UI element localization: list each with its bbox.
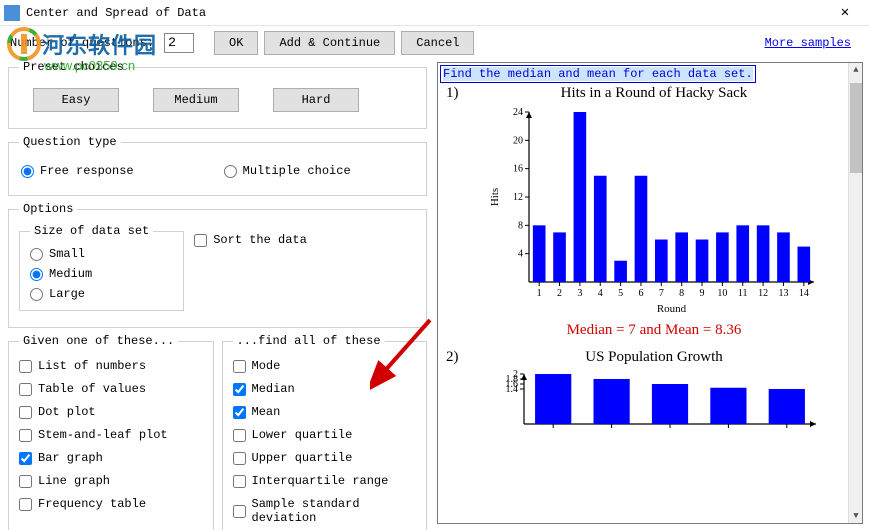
multiple-choice-radio[interactable]: Multiple choice [224, 161, 351, 181]
svg-text:2: 2 [557, 288, 562, 299]
qtype-legend: Question type [19, 135, 121, 149]
svg-text:Round: Round [657, 303, 687, 315]
window-title: Center and Spread of Data [26, 6, 825, 20]
titlebar: Center and Spread of Data ✕ [0, 0, 869, 26]
q2-chart: 1.41.61.82 [484, 370, 824, 450]
more-samples-link[interactable]: More samples [765, 36, 851, 50]
given-item-5[interactable]: Line graph [19, 471, 203, 491]
svg-text:20: 20 [513, 135, 523, 146]
given-item-2[interactable]: Dot plot [19, 402, 203, 422]
q1-number: 1) [446, 85, 466, 102]
toolbar: Number of questions: OK Add & Continue C… [0, 26, 869, 60]
svg-text:13: 13 [778, 288, 788, 299]
preview-instruction: Find the median and mean for each data s… [440, 65, 756, 83]
q1-chart-title: Hits in a Round of Hacky Sack [469, 85, 839, 102]
given-item-6[interactable]: Frequency table [19, 494, 203, 514]
free-response-radio[interactable]: Free response [21, 161, 134, 181]
q1-answer: Median = 7 and Mean = 8.36 [469, 322, 839, 339]
svg-text:1: 1 [537, 288, 542, 299]
question-type-group: Question type Free response Multiple cho… [8, 135, 427, 196]
left-panel: Preset choices Easy Medium Hard Question… [0, 60, 435, 530]
close-button[interactable]: ✕ [825, 4, 865, 21]
size-small-radio[interactable]: Small [30, 244, 153, 264]
scroll-down-icon[interactable]: ▼ [850, 509, 862, 523]
svg-text:Hits: Hits [489, 188, 501, 206]
find-item-2[interactable]: Mean [233, 402, 417, 422]
q2-chart-title: US Population Growth [469, 349, 839, 366]
svg-text:24: 24 [513, 107, 523, 118]
svg-text:3: 3 [577, 288, 582, 299]
find-item-4[interactable]: Upper quartile [233, 448, 417, 468]
size-medium-radio[interactable]: Medium [30, 264, 153, 284]
find-group: ...find all of these Mode Median Mean Lower… [222, 334, 428, 530]
add-continue-button[interactable]: Add & Continue [264, 31, 395, 55]
options-group: Options Size of data set Small Medium La… [8, 202, 427, 328]
svg-text:4: 4 [598, 288, 603, 299]
svg-text:12: 12 [513, 192, 523, 203]
svg-text:14: 14 [799, 288, 809, 299]
find-item-5[interactable]: Interquartile range [233, 471, 417, 491]
preview-scrollbar[interactable]: ▲ ▼ [848, 63, 862, 523]
preset-legend: Preset choices [19, 60, 128, 74]
size-large-radio[interactable]: Large [30, 284, 153, 304]
svg-text:7: 7 [659, 288, 664, 299]
ok-button[interactable]: OK [214, 31, 258, 55]
given-item-1[interactable]: Table of values [19, 379, 203, 399]
size-legend: Size of data set [30, 224, 153, 238]
find-item-3[interactable]: Lower quartile [233, 425, 417, 445]
given-item-3[interactable]: Stem-and-leaf plot [19, 425, 203, 445]
svg-text:5: 5 [618, 288, 623, 299]
scroll-up-icon[interactable]: ▲ [850, 63, 862, 77]
svg-text:9: 9 [700, 288, 705, 299]
find-item-0[interactable]: Mode [233, 356, 417, 376]
preview-panel: Find the median and mean for each data s… [437, 62, 863, 524]
preset-choices-group: Preset choices Easy Medium Hard [8, 60, 427, 129]
svg-text:12: 12 [758, 288, 768, 299]
size-group: Size of data set Small Medium Large [19, 224, 184, 311]
find-item-6[interactable]: Sample standard deviation [233, 494, 417, 528]
scroll-thumb[interactable] [850, 83, 862, 173]
given-item-0[interactable]: List of numbers [19, 356, 203, 376]
easy-button[interactable]: Easy [33, 88, 119, 112]
svg-text:8: 8 [679, 288, 684, 299]
sort-data-checkbox[interactable]: Sort the data [194, 230, 307, 250]
svg-text:10: 10 [717, 288, 727, 299]
svg-text:4: 4 [518, 249, 523, 260]
given-legend: Given one of these... [19, 334, 178, 348]
find-item-1[interactable]: Median [233, 379, 417, 399]
questions-label: Number of questions: [10, 36, 154, 50]
questions-input[interactable] [164, 33, 194, 53]
app-icon [4, 5, 20, 21]
question-2: 2) US Population Growth 1.41.61.82 [446, 349, 840, 450]
hard-button[interactable]: Hard [273, 88, 359, 112]
q2-number: 2) [446, 349, 466, 366]
svg-text:8: 8 [518, 220, 523, 231]
given-item-4[interactable]: Bar graph [19, 448, 203, 468]
find-legend: ...find all of these [233, 334, 385, 348]
svg-text:2: 2 [513, 370, 518, 380]
given-group: Given one of these... List of numbers Tab… [8, 334, 214, 530]
cancel-button[interactable]: Cancel [401, 31, 474, 55]
svg-text:16: 16 [513, 164, 523, 175]
svg-text:6: 6 [638, 288, 643, 299]
question-1: 1) Hits in a Round of Hacky Sack 4812162… [446, 85, 840, 339]
medium-button[interactable]: Medium [153, 88, 239, 112]
svg-text:11: 11 [738, 288, 748, 299]
options-legend: Options [19, 202, 77, 216]
q1-chart: 48121620241234567891011121314RoundHits [484, 106, 824, 316]
